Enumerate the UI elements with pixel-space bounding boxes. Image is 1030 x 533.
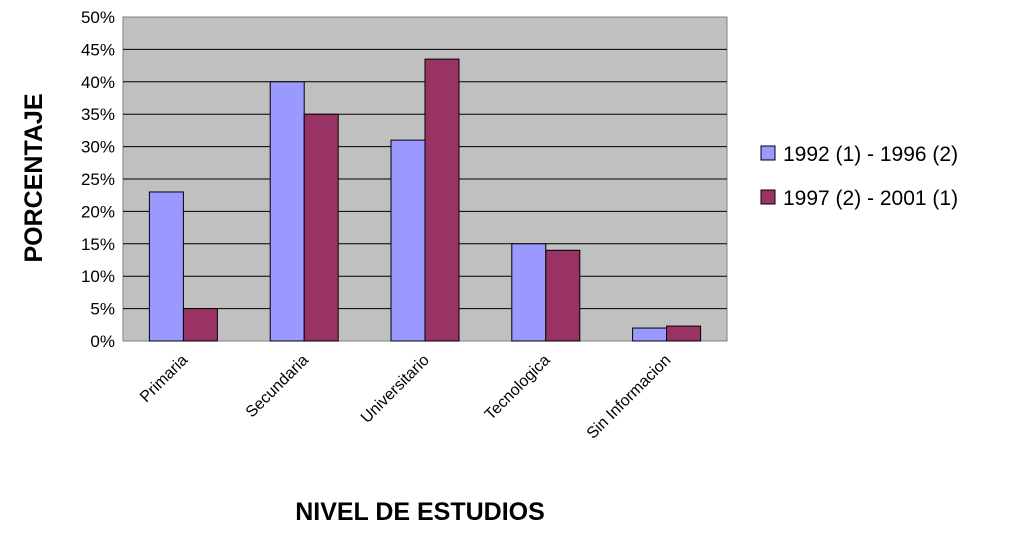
y-tick-label: 35%	[81, 105, 115, 124]
legend-label: 1992 (1) - 1996 (2)	[783, 143, 958, 166]
y-tick-label: 20%	[81, 202, 115, 221]
bar	[303, 113, 339, 342]
y-tick-label: 10%	[81, 267, 115, 286]
legend-label: 1997 (2) - 2001 (1)	[783, 187, 958, 210]
bar	[511, 243, 547, 342]
x-axis-title: NIVEL DE ESTUDIOS	[295, 498, 545, 526]
bar	[269, 81, 305, 342]
y-tick-label: 30%	[81, 138, 115, 157]
bar	[666, 325, 702, 342]
y-tick-label: 40%	[81, 73, 115, 92]
bar	[545, 249, 581, 342]
y-tick-label: 5%	[90, 300, 115, 319]
y-tick-label: 25%	[81, 170, 115, 189]
bars	[148, 58, 702, 342]
bar	[390, 139, 426, 342]
legend: 1992 (1) - 1996 (2) 1997 (2) - 2001 (1)	[760, 143, 958, 210]
y-tick-label: 50%	[81, 8, 115, 27]
y-tick-label: 15%	[81, 235, 115, 254]
x-tick-label: Sin Informacion	[584, 352, 675, 443]
bar	[182, 308, 218, 342]
bar	[424, 58, 460, 342]
bar	[148, 191, 184, 342]
x-tick-label: Universitario	[358, 352, 433, 427]
x-tick-label: Tecnologica	[482, 352, 554, 424]
legend-swatch	[760, 189, 776, 205]
y-axis-ticks: 0% 5% 10% 15% 20% 25% 30% 35% 40% 45% 50%	[81, 8, 115, 351]
bar	[632, 327, 668, 342]
y-axis-title: PORCENTAJE	[20, 93, 48, 262]
y-tick-label: 45%	[81, 40, 115, 59]
x-tick-label: Primaria	[137, 352, 191, 406]
x-axis-labels: Primaria Secundaria Universitario Tecnologi…	[137, 352, 674, 443]
y-tick-label: 0%	[90, 332, 115, 351]
legend-swatch	[760, 145, 776, 161]
x-tick-label: Secundaria	[243, 352, 312, 421]
